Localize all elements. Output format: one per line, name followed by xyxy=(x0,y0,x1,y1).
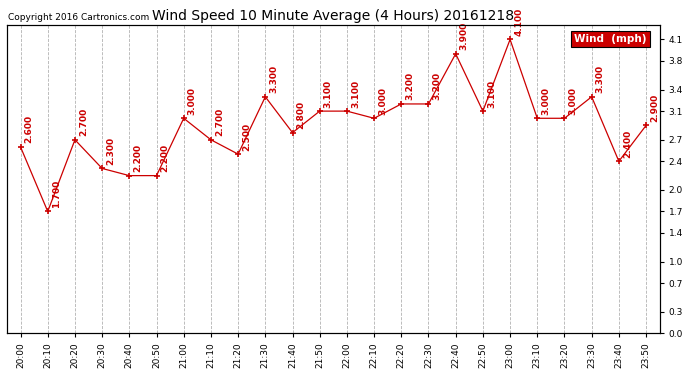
Text: 4.100: 4.100 xyxy=(514,8,523,36)
Text: 3.100: 3.100 xyxy=(351,80,360,108)
Text: Wind  (mph): Wind (mph) xyxy=(574,34,647,44)
Text: 2.200: 2.200 xyxy=(161,144,170,172)
Text: 2.800: 2.800 xyxy=(297,101,306,129)
Text: 3.200: 3.200 xyxy=(405,72,415,100)
Text: 3.000: 3.000 xyxy=(188,87,197,115)
Text: 3.000: 3.000 xyxy=(569,87,578,115)
Text: 2.700: 2.700 xyxy=(79,108,88,136)
Text: 2.200: 2.200 xyxy=(133,144,142,172)
Text: 2.700: 2.700 xyxy=(215,108,224,136)
Text: 3.000: 3.000 xyxy=(378,87,387,115)
Text: 2.500: 2.500 xyxy=(242,122,251,150)
Text: 2.900: 2.900 xyxy=(650,94,659,122)
Text: 2.400: 2.400 xyxy=(623,129,632,158)
Text: 3.100: 3.100 xyxy=(324,80,333,108)
Text: 3.100: 3.100 xyxy=(487,80,496,108)
Text: 3.300: 3.300 xyxy=(595,65,604,93)
Text: 3.300: 3.300 xyxy=(269,65,278,93)
Title: Wind Speed 10 Minute Average (4 Hours) 20161218: Wind Speed 10 Minute Average (4 Hours) 2… xyxy=(152,9,514,22)
Text: 2.300: 2.300 xyxy=(106,137,115,165)
Text: 2.600: 2.600 xyxy=(25,115,34,143)
Text: 3.900: 3.900 xyxy=(460,22,469,50)
Text: 3.200: 3.200 xyxy=(433,72,442,100)
Text: 3.000: 3.000 xyxy=(542,87,551,115)
Text: Copyright 2016 Cartronics.com: Copyright 2016 Cartronics.com xyxy=(8,13,150,22)
Text: 1.700: 1.700 xyxy=(52,180,61,208)
